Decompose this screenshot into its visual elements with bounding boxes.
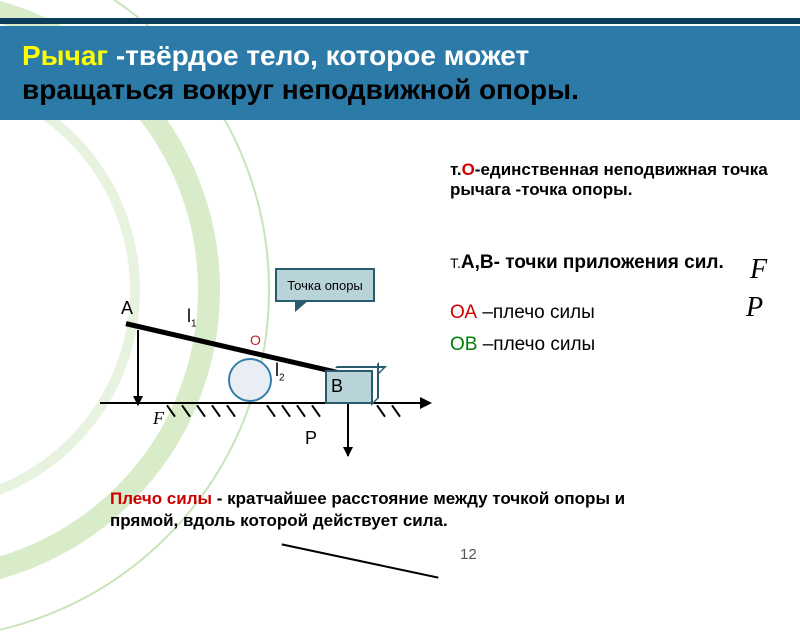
diagram-label-p: Р <box>305 428 317 449</box>
force-arrow-p <box>347 404 349 456</box>
diagram-label-a: А <box>121 298 133 319</box>
ground-hatch <box>311 405 321 418</box>
title-line1: -твёрдое тело, которое может <box>108 40 529 71</box>
diagram-label-l2: l2 <box>275 360 285 384</box>
force-arrow-a <box>137 330 139 405</box>
ground-hatch <box>181 405 191 418</box>
ground-hatch <box>266 405 276 418</box>
formula-P: P <box>746 292 763 324</box>
ground-hatch <box>196 405 206 418</box>
pivot-tooltip: Точка опоры <box>275 268 375 302</box>
title-line2: вращаться вокруг неподвижной опоры. <box>22 74 778 106</box>
application-points: Т.А,В- точки приложения сил. <box>450 252 780 274</box>
diagram-label-l1: l1 <box>187 306 197 330</box>
top-accent-band <box>0 18 800 24</box>
ground-hatch <box>281 405 291 418</box>
oa-arm: ОА –плечо силы <box>450 302 780 324</box>
slide-number: 12 <box>460 546 477 563</box>
fulcrum-circle <box>228 358 272 402</box>
pivot-definition: т.О-единственная неподвижная точка рычаг… <box>450 160 780 200</box>
ob-arm: ОВ –плечо силы <box>450 334 780 356</box>
ground-hatch <box>376 405 386 418</box>
formula-F: F <box>750 254 767 286</box>
ground-hatch <box>211 405 221 418</box>
lever-diagram: Точка опоры А В О F Р l1 l2 <box>95 252 435 472</box>
diagram-label-f: F <box>153 408 164 429</box>
ground-hatch <box>226 405 236 418</box>
title-keyword: Рычаг <box>22 40 108 71</box>
ground-hatch <box>166 405 176 418</box>
diagram-label-o: О <box>250 332 261 348</box>
arm-definition: Плечо силы - кратчайшее расстояние между… <box>110 488 690 532</box>
ground-hatch <box>296 405 306 418</box>
diagram-label-b: В <box>331 376 343 397</box>
slide-title-bar: Рычаг -твёрдое тело, которое может враща… <box>0 26 800 120</box>
decorative-stroke <box>282 543 439 578</box>
ground-arrow-icon <box>420 397 432 409</box>
ground-hatch <box>391 405 401 418</box>
